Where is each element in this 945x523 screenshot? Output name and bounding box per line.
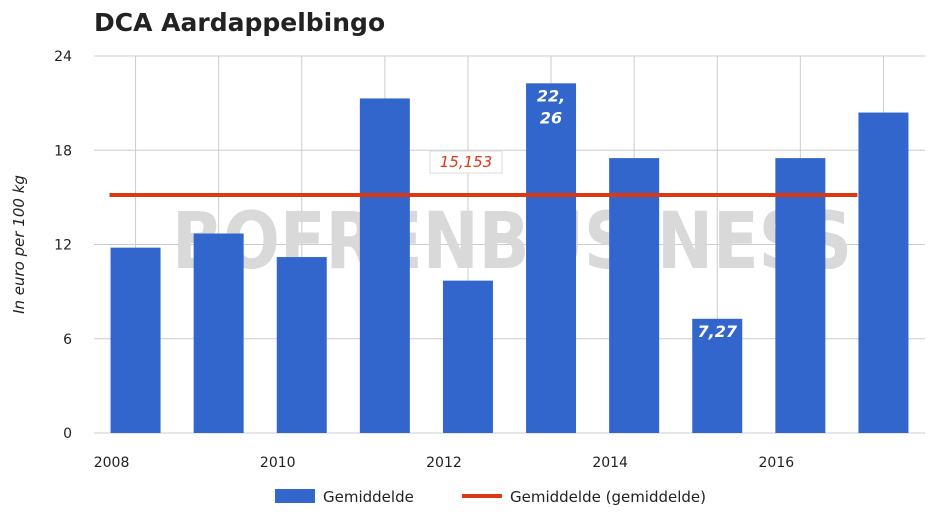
bar-annotation-2013: 22, [537,86,565,105]
bar-2010 [276,257,327,433]
bar-2011 [359,98,410,433]
x-tick-label: 2010 [260,455,296,471]
bar-annotation-2015: 7,27 [698,322,738,341]
chart-title: DCA Aardappelbingo [94,8,386,37]
y-tick-label: 18 [54,143,72,159]
x-tick-label: 2016 [759,455,795,471]
legend-label-bar: Gemiddelde [323,488,414,506]
bar-2008 [110,247,161,433]
x-tick-label: 2008 [94,455,130,471]
y-tick-label: 24 [54,49,72,65]
annotation-box [429,150,503,174]
x-tick-label: 2014 [592,455,628,471]
bar-2017 [858,112,909,434]
y-tick-label: 0 [63,426,72,442]
y-axis-label: In euro per 100 kg [10,175,28,314]
y-tick-label: 12 [54,238,72,254]
annotation-average: 15,153 [440,153,493,171]
bar-2012 [442,280,493,433]
x-tick-label: 2012 [426,455,462,471]
bar-2015 [692,318,743,433]
y-tick-label: 6 [63,332,72,348]
bar-annotation-2013: 26 [540,108,562,127]
bar-2016 [775,158,826,433]
legend-label-line: Gemiddelde (gemiddelde) [510,488,706,506]
bar-2014 [609,158,660,433]
legend-swatch-bar [275,489,315,503]
watermark: BOERENBUSINESS [172,197,852,287]
bar-2013 [526,83,577,434]
bar-2009 [193,233,244,433]
